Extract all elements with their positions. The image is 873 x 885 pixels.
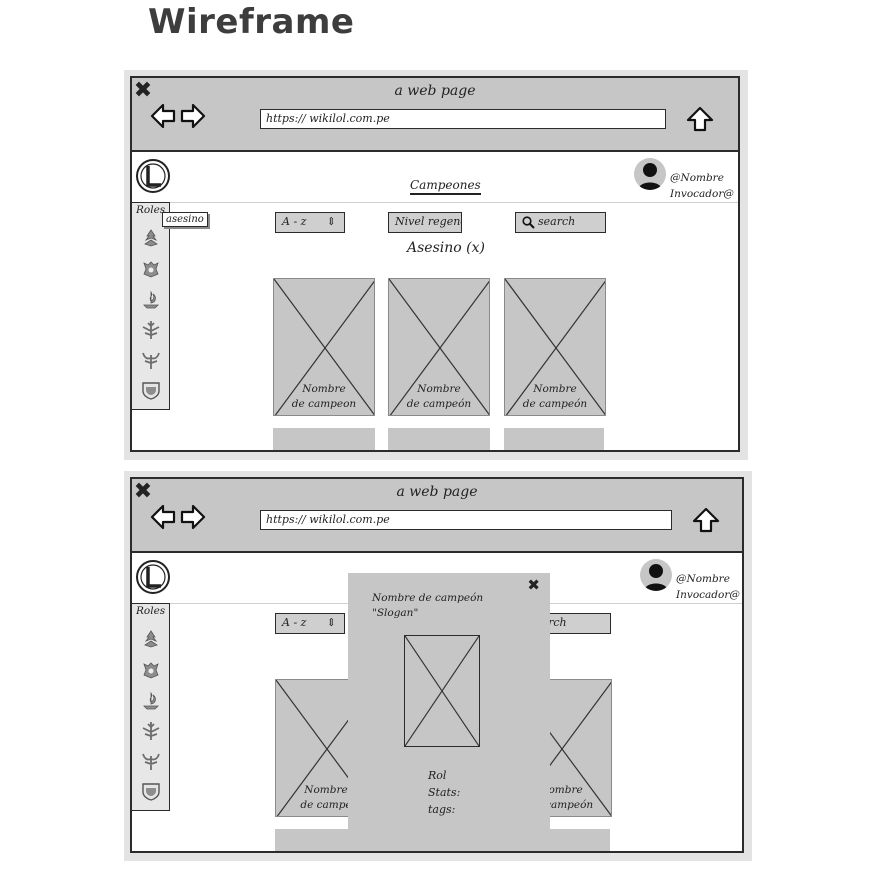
assassin-icon[interactable] xyxy=(140,227,162,249)
role-tooltip: asesino xyxy=(162,212,208,227)
lol-logo-icon[interactable] xyxy=(135,158,171,194)
roles-label: Roles xyxy=(136,204,166,216)
forward-arrow-icon[interactable] xyxy=(180,504,206,530)
modal-champion-name: Nombre de campeón xyxy=(372,592,484,604)
search-input[interactable]: search xyxy=(515,212,606,233)
sort-arrows-icon: ⇕ xyxy=(326,616,336,629)
url-bar[interactable]: https:// wikilol.com.pe xyxy=(260,109,666,129)
champion-card-label: Nombre de campeón xyxy=(406,383,472,410)
modal-rol: Rol xyxy=(428,769,447,782)
stop-x-icon[interactable]: ✖ xyxy=(133,78,153,103)
home-icon[interactable] xyxy=(686,106,714,132)
champion-card-placeholder[interactable] xyxy=(388,428,490,450)
image-placeholder-icon xyxy=(404,635,480,747)
champion-card-placeholder[interactable] xyxy=(273,428,375,450)
image-placeholder-icon xyxy=(274,279,374,415)
support-icon[interactable] xyxy=(140,349,162,371)
window-title: a web page xyxy=(396,484,478,500)
fighter-icon[interactable] xyxy=(140,659,162,681)
url-bar[interactable]: https:// wikilol.com.pe xyxy=(260,510,672,530)
header-divider xyxy=(132,202,738,203)
roles-label: Roles xyxy=(136,605,166,617)
browser-chrome: a web page ✖ https:// wikilol.com.pe xyxy=(132,78,738,152)
search-icon xyxy=(522,215,535,229)
wireframe-frame-detail: a web page ✖ https:// wikilol.com.pe @No… xyxy=(124,471,752,861)
home-icon[interactable] xyxy=(692,507,720,533)
page-content: @Nombre Invocador@ Roles A - z ⇕ earch Nom… xyxy=(132,555,742,851)
modal-slogan: "Slogan" xyxy=(372,607,419,619)
sort-select[interactable]: A - z ⇕ xyxy=(275,212,345,233)
mage-icon[interactable] xyxy=(140,289,162,311)
champion-card[interactable]: Nombre de campeón xyxy=(504,278,606,416)
mage-icon[interactable] xyxy=(140,690,162,712)
lol-logo-icon[interactable] xyxy=(135,559,171,595)
browser-window: a web page ✖ https:// wikilol.com.pe Cam… xyxy=(130,76,740,452)
champion-card[interactable]: Nombre de campeón xyxy=(388,278,490,416)
assassin-icon[interactable] xyxy=(140,628,162,650)
champion-card-label: Nombre de campeón xyxy=(522,383,588,410)
stop-x-icon[interactable]: ✖ xyxy=(133,479,153,504)
fighter-icon[interactable] xyxy=(140,258,162,280)
tank-icon[interactable] xyxy=(140,780,162,802)
tank-icon[interactable] xyxy=(140,379,162,401)
image-placeholder-icon xyxy=(389,279,489,415)
back-arrow-icon[interactable] xyxy=(150,103,176,129)
nav-link-campeones[interactable]: Campeones xyxy=(410,178,481,195)
roles-sidebar: Roles xyxy=(132,603,170,811)
browser-window: a web page ✖ https:// wikilol.com.pe @No… xyxy=(130,477,744,853)
browser-chrome: a web page ✖ https:// wikilol.com.pe xyxy=(132,479,742,553)
modal-stats: Stats: xyxy=(428,786,461,799)
marksman-icon[interactable] xyxy=(140,720,162,742)
regen-filter-button[interactable]: Nivel regeneración xyxy=(388,212,462,233)
modal-header: Nombre de campeón "Slogan" xyxy=(372,591,483,621)
user-silhouette-icon xyxy=(638,163,662,190)
champion-card-label: Nombre de campeon xyxy=(291,383,357,410)
marksman-icon[interactable] xyxy=(140,319,162,341)
wireframe-frame-list: a web page ✖ https:// wikilol.com.pe Cam… xyxy=(124,70,748,460)
avatar[interactable] xyxy=(634,158,666,190)
sort-select[interactable]: A - z ⇕ xyxy=(275,613,345,634)
active-filter-label[interactable]: Asesino (x) xyxy=(407,240,485,256)
modal-tags: tags: xyxy=(428,803,456,816)
summoner-name: @Nombre Invocador@ xyxy=(676,573,740,601)
champion-card-placeholder[interactable] xyxy=(504,428,604,450)
back-arrow-icon[interactable] xyxy=(150,504,176,530)
sort-arrows-icon: ⇕ xyxy=(326,215,336,228)
support-icon[interactable] xyxy=(140,750,162,772)
summoner-name: @Nombre Invocador@ xyxy=(670,172,734,200)
champion-card-label: Nombre de campe xyxy=(300,784,352,811)
modal-notch xyxy=(376,851,388,853)
champion-detail-modal: ✖ Nombre de campeón "Slogan" Rol Stats: … xyxy=(348,573,550,853)
image-placeholder-icon xyxy=(505,279,605,415)
champion-card[interactable]: Nombre de campeon xyxy=(273,278,375,416)
page-title: Wireframe xyxy=(148,2,355,42)
user-silhouette-icon xyxy=(644,564,668,591)
modal-notch xyxy=(494,851,506,853)
avatar[interactable] xyxy=(640,559,672,591)
window-title: a web page xyxy=(394,83,476,99)
modal-info: Rol Stats: tags: xyxy=(428,767,460,818)
page-content: Campeones @Nombre Invocador@ Roles asesin… xyxy=(132,154,738,450)
roles-sidebar: Roles xyxy=(132,202,170,410)
close-icon[interactable]: ✖ xyxy=(527,576,540,594)
forward-arrow-icon[interactable] xyxy=(180,103,206,129)
